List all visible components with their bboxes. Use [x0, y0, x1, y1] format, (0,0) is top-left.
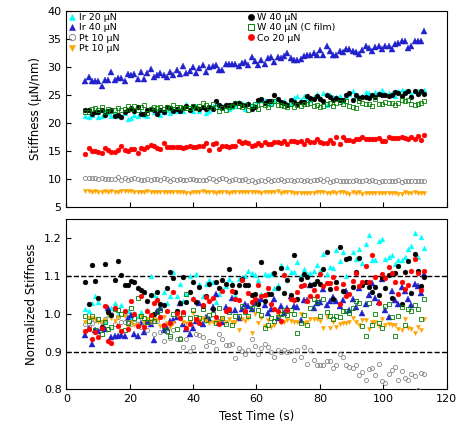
X-axis label: Test Time (s): Test Time (s) [219, 410, 294, 423]
Y-axis label: Normalized Stiffness: Normalized Stiffness [25, 244, 38, 365]
Legend: W 40 μN, W 40 μN (C film), Co 20 μN: W 40 μN, W 40 μN (C film), Co 20 μN [246, 12, 337, 44]
Y-axis label: Stiffness (μN/nm): Stiffness (μN/nm) [29, 57, 42, 160]
